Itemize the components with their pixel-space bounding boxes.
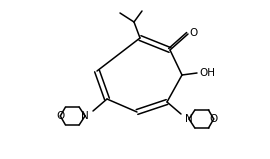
Text: O: O: [56, 111, 65, 121]
Text: OH: OH: [199, 68, 215, 78]
Text: N: N: [81, 111, 89, 121]
Text: O: O: [189, 28, 197, 38]
Text: N: N: [185, 114, 193, 124]
Text: O: O: [210, 114, 218, 124]
